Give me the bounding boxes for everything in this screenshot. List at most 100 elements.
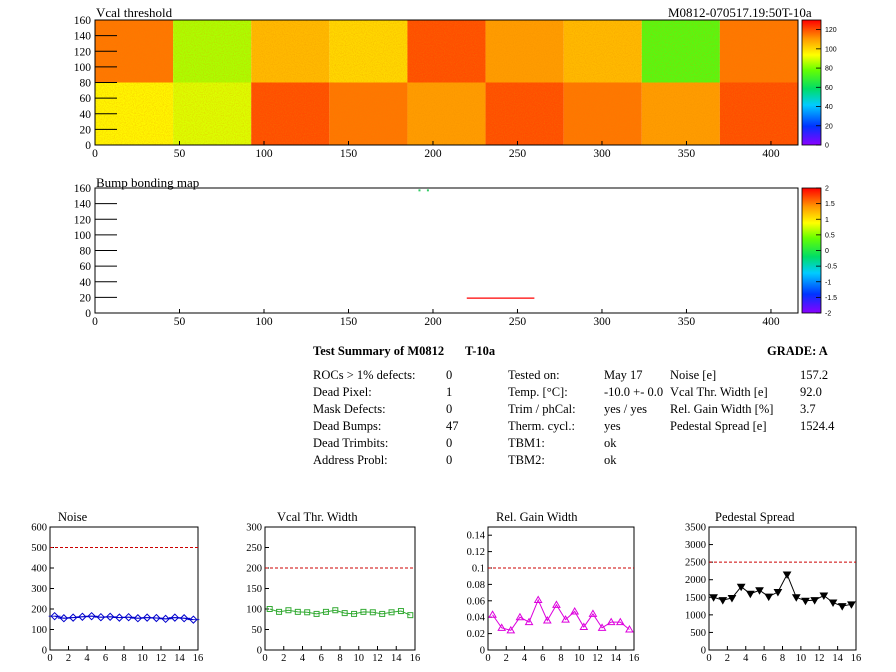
summary-value: 0 (446, 453, 453, 467)
summary-value: 0 (446, 368, 453, 382)
y-tick-label: 1500 (685, 593, 706, 604)
summary-row: ROCs > 1% defects: 0 (313, 367, 483, 384)
chart-frame (487, 526, 635, 651)
y-tick-label: 2500 (685, 558, 706, 569)
x-tick-label: 10 (354, 653, 365, 664)
chart-frame (708, 526, 857, 651)
data-point (488, 610, 497, 618)
data-point (718, 597, 728, 605)
y-tick-label: 0 (85, 140, 91, 152)
data-point (170, 613, 180, 622)
x-tick-label: 0 (92, 316, 98, 328)
y-tick-label: 50 (252, 625, 263, 636)
summary-grade: GRADE: A (767, 344, 828, 358)
color-scale (802, 20, 821, 145)
z-tick-label: 0.5 (825, 232, 835, 239)
summary-value: 1524.4 (800, 419, 835, 433)
x-tick-label: 10 (574, 653, 585, 664)
y-tick-label: 120 (74, 46, 92, 58)
roc-cell-texture (641, 20, 720, 83)
data-point (388, 609, 395, 616)
data-point (68, 613, 78, 622)
data-point (791, 594, 801, 602)
x-tick-label: 10 (796, 653, 807, 664)
x-tick-label: 150 (340, 316, 358, 328)
x-tick-label: 250 (509, 148, 527, 160)
series-line (492, 598, 630, 631)
data-point (819, 592, 829, 601)
x-tick-label: 400 (762, 148, 780, 160)
summary-label: Noise [e] (670, 368, 717, 382)
x-tick-label: 2 (725, 653, 730, 664)
z-tick-label: -1.5 (825, 295, 837, 302)
x-tick-label: 14 (832, 653, 843, 664)
z-tick-label: 20 (825, 123, 833, 130)
y-tick-label: 300 (246, 523, 262, 534)
color-scale-frame (801, 19, 822, 146)
x-tick-label: 350 (678, 148, 696, 160)
roc-cell-texture (173, 82, 252, 145)
data-point (755, 587, 764, 595)
z-tick-label: 80 (825, 66, 833, 73)
map-title-vcal: Vcal threshold (96, 5, 173, 20)
y-tick-label: 100 (74, 62, 92, 74)
data-point (615, 617, 625, 626)
data-point (285, 607, 292, 614)
y-tick-label: 300 (31, 584, 47, 595)
x-tick-label: 8 (558, 653, 563, 664)
data-point (379, 610, 386, 617)
summary-value: 3.7 (800, 402, 816, 416)
summary-temp: T-10a (465, 344, 496, 358)
x-tick-label: 6 (762, 653, 767, 664)
roc-cell-texture (641, 82, 720, 145)
summary-value: ok (604, 453, 617, 467)
z-tick-label: 0 (825, 248, 829, 255)
series-line (269, 608, 411, 616)
data-point (524, 617, 534, 626)
y-tick-label: 250 (246, 543, 262, 554)
y-tick-label: 160 (74, 183, 92, 195)
x-tick-label: 300 (593, 148, 611, 160)
x-tick-label: 0 (485, 653, 490, 664)
data-point (351, 610, 358, 617)
data-point (847, 601, 856, 609)
y-tick-label: 0.06 (467, 596, 485, 607)
data-point (782, 571, 792, 579)
z-tick-label: 100 (825, 46, 837, 53)
x-tick-label: 4 (300, 653, 306, 664)
x-tick-label: 350 (678, 316, 696, 328)
data-point (828, 599, 838, 608)
roc-cell-texture (329, 20, 408, 83)
defect-mark (418, 189, 421, 192)
y-tick-label: 40 (80, 109, 92, 121)
summary-label: Dead Trimbits: (313, 436, 389, 450)
x-tick-label: 16 (193, 653, 204, 664)
module-id-header: M0812-070517.19:50T-10a (668, 5, 812, 20)
data-point (179, 614, 189, 623)
y-tick-label: 500 (690, 628, 706, 639)
chart-title: Noise (58, 510, 88, 524)
data-point (50, 611, 59, 621)
defect-mark (426, 189, 429, 192)
map-title-bump: Bump bonding map (96, 175, 200, 190)
x-tick-label: 8 (337, 653, 342, 664)
roc-cell-texture (563, 20, 642, 83)
data-point (332, 607, 339, 614)
chart-2: Rel. Gain Width 0 0.02 0.04 0.06 0.08 0.1 0.12 0… (467, 510, 640, 664)
chart-title: Vcal Thr. Width (277, 510, 358, 524)
summary-row: Dead Pixel: 1 (313, 384, 483, 401)
data-point (773, 589, 783, 597)
y-tick-label: 2000 (685, 575, 706, 586)
summary-value: yes (604, 419, 621, 433)
chart-frame (264, 526, 416, 651)
x-tick-label: 150 (340, 148, 358, 160)
data-point (161, 614, 170, 624)
z-tick-label: 0 (825, 143, 829, 150)
z-tick-label: 2 (825, 186, 829, 193)
y-tick-label: 0.04 (467, 613, 486, 624)
summary-label: ROCs > 1% defects: (313, 368, 416, 382)
z-tick-label: -2 (825, 311, 831, 318)
y-tick-label: 60 (80, 93, 92, 105)
summary-row: Address Probl: 0 (313, 452, 483, 469)
